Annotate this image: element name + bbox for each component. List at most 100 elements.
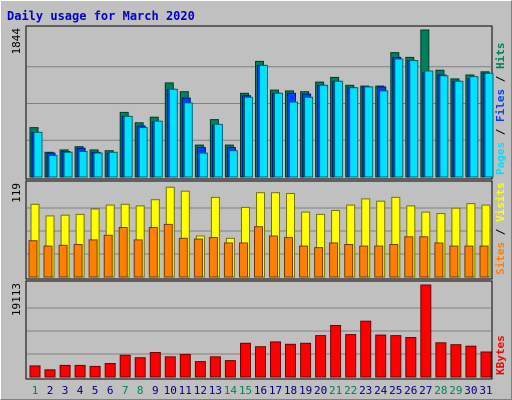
- bar-sites-day-16: [254, 226, 263, 278]
- legend-1: Pages / Files / Hits: [494, 43, 507, 176]
- legend-item-hits: Hits: [494, 43, 507, 70]
- bar-kbytes-day-31: [480, 351, 492, 378]
- bar-sites-day-26: [404, 236, 414, 278]
- bar-sites-day-27: [419, 236, 429, 278]
- bar-pages-day-28: [439, 75, 449, 178]
- x-tick-label: 30: [464, 384, 477, 397]
- bar-pages-day-23: [364, 86, 374, 178]
- bar-sites-day-31: [479, 245, 489, 278]
- bar-kbytes-day-11: [179, 353, 191, 378]
- chart-title: Daily usage for March 2020: [7, 9, 195, 23]
- bar-pages-day-14: [228, 150, 238, 178]
- bar-pages-day-10: [168, 88, 178, 178]
- bar-pages-day-26: [409, 60, 419, 178]
- bar-sites-day-4: [73, 244, 83, 278]
- bar-kbytes-day-14: [224, 360, 236, 378]
- x-tick-label: 20: [314, 384, 327, 397]
- bar-kbytes-day-4: [74, 364, 86, 378]
- bar-pages-day-15: [244, 96, 253, 178]
- bar-pages-day-5: [93, 152, 103, 178]
- panel-1: 1844 Pages / Files / Hits: [10, 25, 507, 180]
- bar-sites-day-13: [208, 237, 218, 278]
- bar-pages-day-2: [48, 155, 58, 178]
- x-tick-label: 8: [137, 384, 144, 397]
- x-tick-label: 1: [32, 384, 39, 397]
- bar-kbytes-day-22: [345, 334, 357, 378]
- y-max-label: 19113: [10, 283, 23, 316]
- x-tick-label: 9: [152, 384, 159, 397]
- bar-sites-day-12: [193, 238, 203, 278]
- bar-pages-day-1: [33, 131, 43, 178]
- bar-sites-day-9: [148, 227, 158, 278]
- x-tick-label: 4: [77, 384, 84, 397]
- x-tick-label: 18: [284, 384, 297, 397]
- bar-pages-day-31: [484, 72, 494, 178]
- bar-sites-day-5: [88, 239, 98, 278]
- x-tick-label: 26: [404, 384, 417, 397]
- bar-pages-day-22: [349, 87, 359, 178]
- bar-pages-day-25: [394, 58, 404, 178]
- legend-item-visits: Visits: [494, 182, 507, 222]
- x-tick-label: 2: [47, 384, 54, 397]
- legend-item-sites: Sites: [494, 242, 507, 275]
- x-tick-label: 24: [374, 384, 388, 397]
- bar-kbytes-day-26: [405, 337, 417, 378]
- legend-2: Sites / Visits: [494, 182, 507, 275]
- bar-kbytes-day-3: [59, 364, 71, 378]
- y-max-label: 119: [10, 183, 23, 203]
- x-tick-label: 19: [299, 384, 312, 397]
- bar-sites-day-21: [329, 242, 339, 278]
- bar-kbytes-day-20: [315, 335, 327, 378]
- bar-kbytes-day-6: [104, 363, 116, 378]
- bar-pages-day-29: [454, 80, 464, 178]
- x-tick-label: 6: [107, 384, 114, 397]
- bar-kbytes-day-10: [164, 356, 176, 378]
- bar-kbytes-day-2: [44, 369, 56, 378]
- bar-kbytes-day-1: [29, 365, 41, 378]
- bar-sites-day-7: [118, 227, 128, 278]
- bar-pages-day-16: [259, 64, 268, 178]
- bar-sites-day-3: [58, 244, 68, 278]
- y-max-label: 1844: [10, 28, 23, 55]
- x-tick-label: 22: [344, 384, 357, 397]
- x-tick-label: 7: [122, 384, 129, 397]
- bar-kbytes-day-30: [465, 345, 477, 378]
- x-tick-label: 29: [449, 384, 462, 397]
- bar-pages-day-6: [108, 151, 118, 178]
- bar-pages-day-21: [334, 80, 344, 178]
- bar-sites-day-30: [464, 245, 474, 278]
- x-tick-label: 3: [62, 384, 69, 397]
- bar-kbytes-day-7: [119, 354, 131, 378]
- bar-sites-day-15: [239, 242, 248, 278]
- bar-pages-day-27: [424, 70, 434, 178]
- bar-kbytes-day-23: [360, 320, 372, 378]
- bar-kbytes-day-19: [300, 342, 312, 378]
- bar-sites-day-6: [103, 234, 113, 278]
- bar-sites-day-18: [284, 237, 293, 278]
- bar-kbytes-day-13: [209, 356, 221, 378]
- x-tick-label: 27: [419, 384, 432, 397]
- bar-sites-day-25: [389, 244, 399, 278]
- bar-pages-day-12: [198, 152, 208, 178]
- x-tick-label: 25: [389, 384, 402, 397]
- x-tick-label: 28: [434, 384, 447, 397]
- bar-kbytes-day-8: [134, 357, 146, 378]
- bar-sites-day-28: [434, 242, 444, 278]
- bar-kbytes-day-12: [194, 361, 206, 378]
- bar-sites-day-19: [299, 245, 309, 278]
- legend-item-kbytes: KBytes: [494, 335, 507, 375]
- x-tick-label: 15: [239, 384, 252, 397]
- bar-kbytes-day-28: [435, 342, 447, 378]
- bar-pages-day-11: [183, 102, 193, 178]
- bar-kbytes-day-29: [450, 344, 462, 378]
- x-tick-label: 14: [224, 384, 238, 397]
- bar-kbytes-day-18: [285, 343, 296, 378]
- bar-sites-day-14: [223, 242, 233, 278]
- x-tick-label: 23: [359, 384, 372, 397]
- x-tick-label: 5: [92, 384, 99, 397]
- bar-kbytes-day-27: [420, 284, 432, 378]
- bar-kbytes-day-25: [390, 335, 402, 378]
- bar-sites-day-17: [269, 235, 278, 278]
- x-tick-label: 16: [254, 384, 267, 397]
